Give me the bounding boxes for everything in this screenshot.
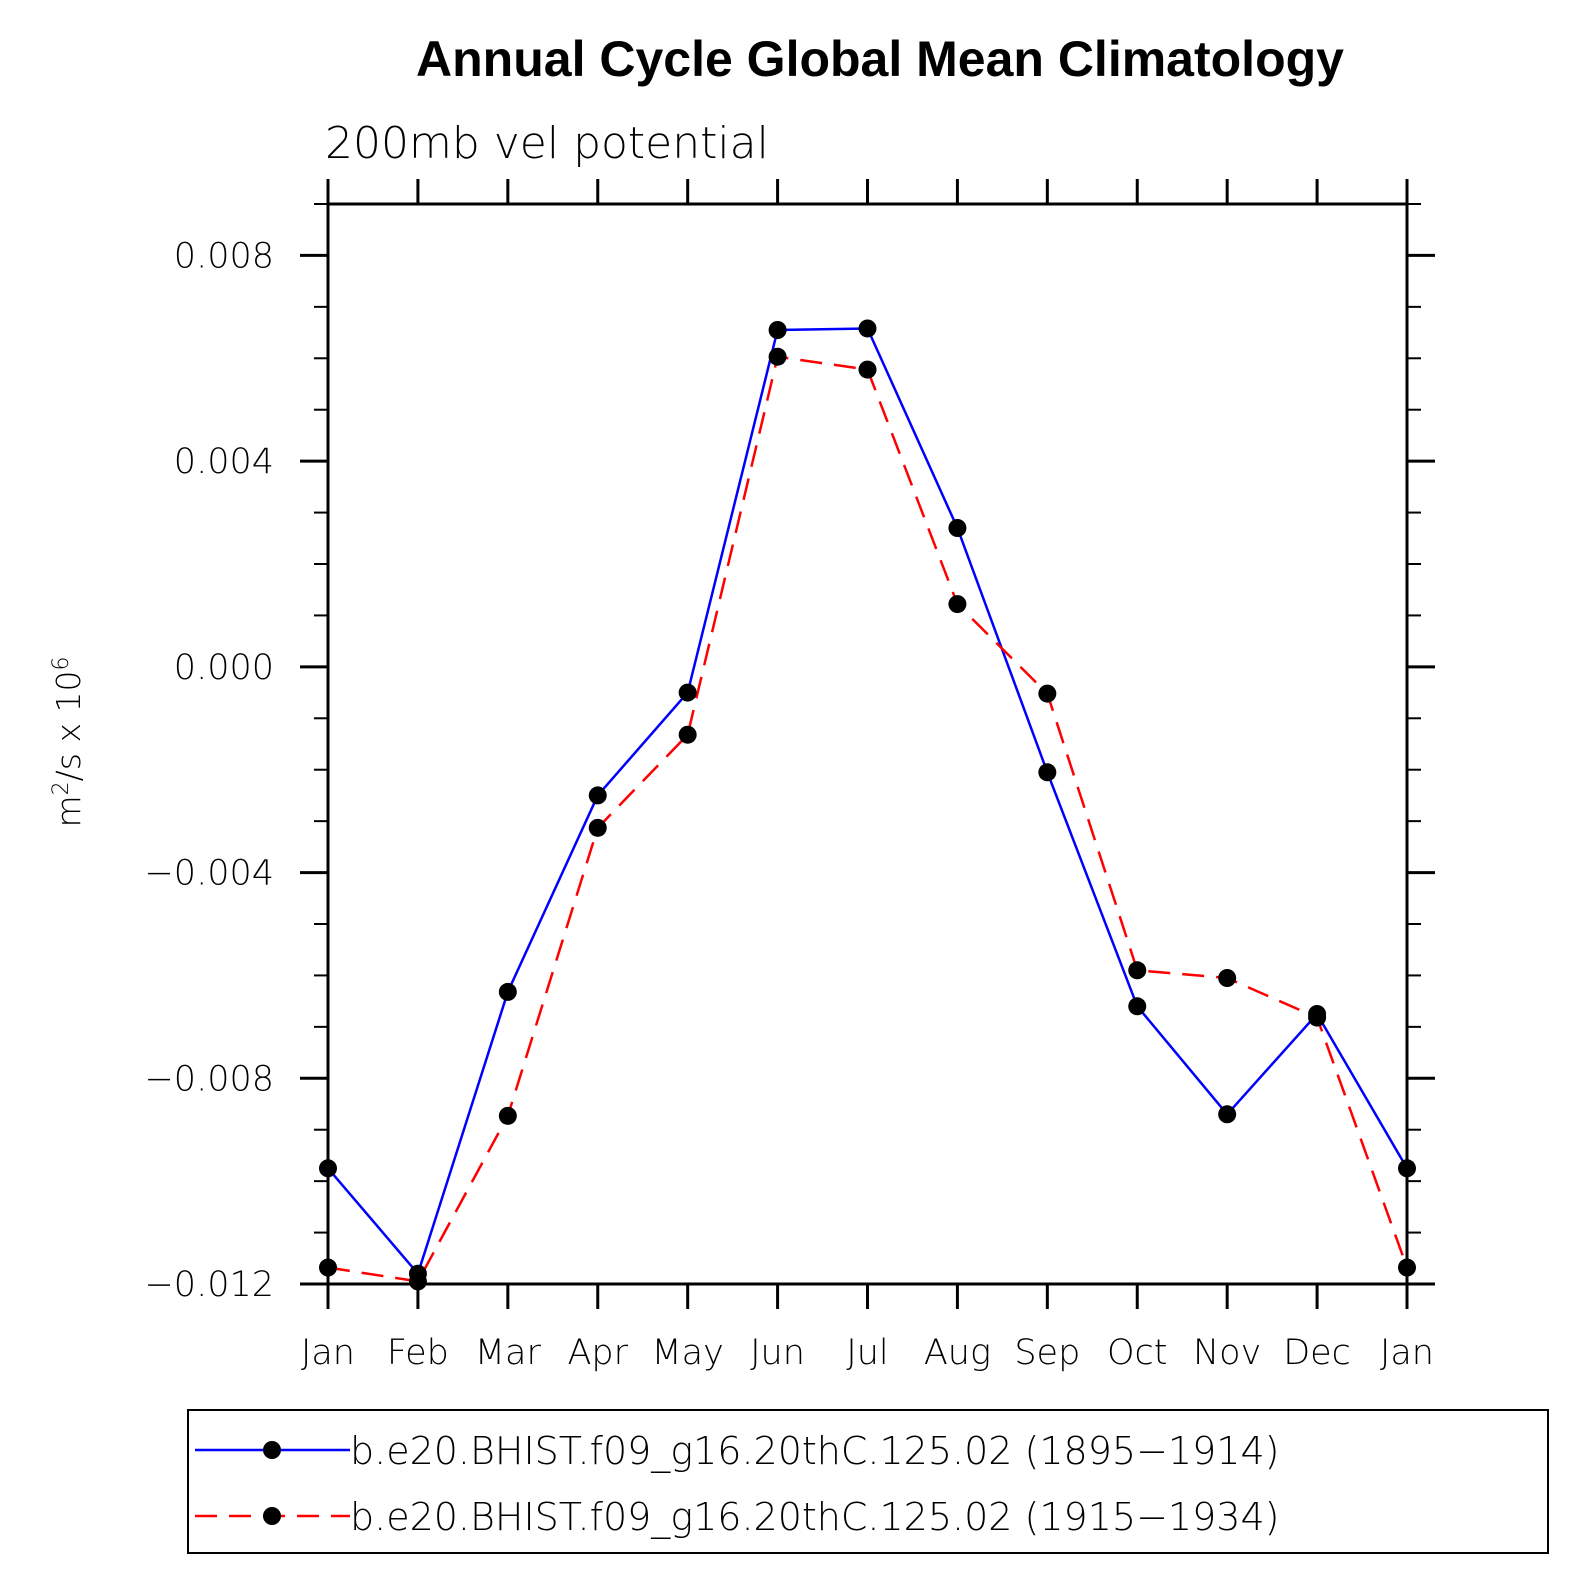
legend-label-series-2: b.e20.BHIST.f09_g16.20thC.125.02 (1915−1… [350, 1495, 1279, 1540]
x-tick-label: Dec [1283, 1333, 1351, 1373]
x-tick-label: May [651, 1333, 723, 1373]
data-point-series-2 [858, 360, 877, 379]
data-point-series-1 [678, 683, 697, 702]
data-point-series-1 [1038, 763, 1057, 782]
series-layer [319, 319, 1416, 1291]
x-tick-label: Oct [1107, 1333, 1168, 1373]
series-line-1 [327, 327, 1409, 1277]
series-line-2 [327, 355, 1409, 1283]
y-tick-label: 0.000 [174, 648, 274, 688]
x-tick-label: Nov [1193, 1333, 1261, 1373]
x-tick-label: Sep [1014, 1333, 1080, 1373]
legend: b.e20.BHIST.f09_g16.20thC.125.02 (1895−1… [187, 1409, 1549, 1554]
y-tick-label: 0.008 [174, 236, 274, 276]
data-point-series-2 [1218, 969, 1237, 987]
chart-title: Annual Cycle Global Mean Climatology [416, 31, 1344, 87]
data-point-series-2 [408, 1272, 427, 1291]
data-point-series-2 [768, 347, 787, 366]
data-point-series-1 [948, 519, 967, 537]
data-point-series-2 [1038, 684, 1057, 703]
data-point-series-2 [948, 595, 967, 614]
x-tick-label: Feb [387, 1333, 449, 1373]
legend-marker-series-2 [263, 1507, 281, 1525]
axis-ticks [300, 179, 1435, 1309]
chart-subtitle: 200mb vel potential [325, 118, 769, 169]
data-point-series-1 [1218, 1105, 1237, 1124]
data-point-series-2 [498, 1106, 517, 1125]
data-point-series-2 [1308, 1008, 1327, 1027]
tick-labels: Jan Feb Mar Apr May Jun Jul Aug Sep Oct Nov Dec Jan−… [144, 236, 1434, 1373]
x-tick-label: Jun [750, 1333, 805, 1373]
data-point-series-2 [1128, 961, 1147, 980]
y-axis-label: m2/s x 106 [49, 657, 88, 828]
legend-box [187, 1409, 1549, 1554]
data-point-series-2 [678, 725, 697, 744]
data-point-series-1 [498, 982, 517, 1001]
y-tick-label: −0.012 [144, 1265, 274, 1305]
x-tick-label: Jan [1380, 1333, 1434, 1373]
data-point-series-1 [858, 319, 877, 338]
x-tick-label: Aug [924, 1333, 991, 1373]
plot-frame [326, 202, 1409, 1286]
legend-marker-series-1 [263, 1441, 281, 1459]
x-tick-label: Jul [846, 1333, 888, 1373]
data-point-series-1 [588, 786, 607, 805]
data-point-series-1 [768, 321, 787, 339]
data-point-series-1 [1128, 997, 1147, 1016]
legend-label-series-1: b.e20.BHIST.f09_g16.20thC.125.02 (1895−1… [350, 1429, 1279, 1474]
y-tick-label: −0.004 [144, 854, 274, 894]
x-tick-label: Mar [475, 1333, 542, 1373]
data-point-series-2 [588, 818, 607, 837]
x-tick-label: Jan [301, 1333, 355, 1373]
y-tick-label: −0.008 [144, 1059, 274, 1099]
x-tick-label: Apr [567, 1333, 628, 1373]
y-tick-label: 0.004 [174, 442, 274, 482]
